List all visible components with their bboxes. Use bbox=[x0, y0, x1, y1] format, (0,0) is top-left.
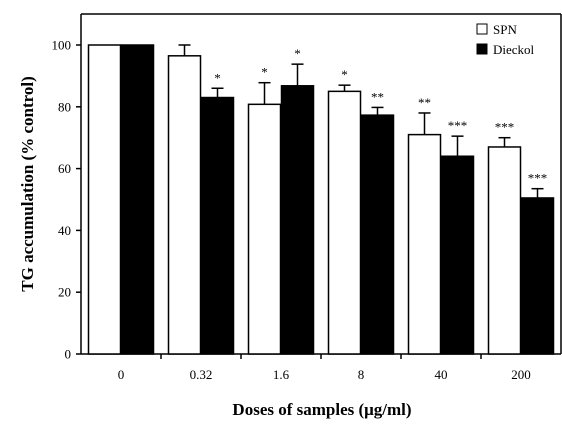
x-axis-title: Doses of samples (μg/ml) bbox=[232, 400, 411, 419]
bar-dieckol-4 bbox=[440, 155, 475, 355]
legend-label-dieckol: Dieckol bbox=[493, 42, 535, 57]
x-tick-label: 0.32 bbox=[190, 367, 213, 382]
x-ticks: 0 0.32 1.6 8 40 200 bbox=[118, 354, 531, 382]
bar-dieckol-0 bbox=[120, 44, 155, 355]
significance-marker: * bbox=[261, 65, 268, 80]
significance-marker: *** bbox=[528, 171, 548, 186]
bar-spn-3 bbox=[327, 90, 362, 355]
y-tick-label: 80 bbox=[58, 99, 71, 114]
significance-marker: * bbox=[341, 67, 348, 82]
significance-marker: ** bbox=[371, 89, 384, 104]
significance-marker: *** bbox=[448, 118, 468, 133]
significance-markers: * ***** ***** ****** bbox=[214, 46, 547, 186]
x-tick-label: 0 bbox=[118, 367, 125, 382]
error-bars bbox=[178, 44, 544, 198]
y-axis-title: TG accumulation (% control) bbox=[18, 76, 37, 291]
bar-spn-1 bbox=[167, 55, 202, 355]
bar-dieckol-5 bbox=[520, 197, 555, 355]
y-tick-label: 0 bbox=[65, 347, 72, 362]
legend-label-spn: SPN bbox=[493, 22, 517, 37]
bar-spn-4 bbox=[407, 133, 442, 355]
y-tick-label: 100 bbox=[52, 38, 72, 53]
legend: SPN Dieckol bbox=[476, 22, 535, 57]
significance-marker: * bbox=[294, 46, 301, 61]
y-tick-label: 20 bbox=[58, 285, 71, 300]
legend-swatch-dieckol bbox=[476, 43, 488, 55]
bars bbox=[87, 44, 555, 355]
x-tick-label: 40 bbox=[435, 367, 448, 382]
significance-marker: ** bbox=[418, 95, 431, 110]
bar-dieckol-1 bbox=[200, 96, 235, 355]
bar-spn-2 bbox=[247, 103, 282, 355]
legend-swatch-spn bbox=[476, 23, 488, 35]
bar-spn-0 bbox=[87, 44, 122, 355]
x-tick-label: 1.6 bbox=[273, 367, 290, 382]
bar-dieckol-3 bbox=[360, 114, 395, 355]
y-tick-label: 60 bbox=[58, 161, 71, 176]
x-tick-label: 8 bbox=[358, 367, 365, 382]
x-tick-label: 200 bbox=[511, 367, 531, 382]
significance-marker: *** bbox=[495, 120, 515, 135]
bar-spn-5 bbox=[487, 146, 522, 355]
y-tick-label: 40 bbox=[58, 223, 71, 238]
bar-dieckol-2 bbox=[280, 85, 315, 355]
y-ticks: 0 20 40 60 80 100 bbox=[52, 38, 81, 362]
significance-marker: * bbox=[214, 70, 221, 85]
